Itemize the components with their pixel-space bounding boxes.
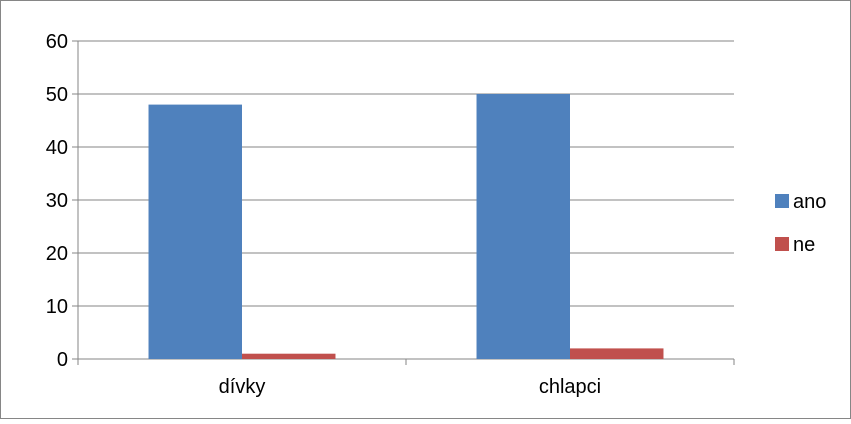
bars bbox=[148, 94, 664, 359]
bar-ano bbox=[476, 94, 570, 359]
legend-swatch-ne bbox=[775, 237, 789, 251]
legend-label-ano: ano bbox=[793, 191, 826, 213]
y-tick-label: 40 bbox=[46, 137, 68, 159]
bar-ano bbox=[148, 104, 242, 359]
y-tick-label: 50 bbox=[46, 84, 68, 106]
bar-ne bbox=[570, 348, 664, 359]
legend: ano ne bbox=[775, 191, 826, 256]
legend-swatch-ano bbox=[775, 194, 789, 208]
x-tick-label: chlapci bbox=[539, 376, 601, 398]
y-tick-label: 20 bbox=[46, 243, 68, 265]
legend-label-ne: ne bbox=[793, 234, 815, 256]
y-tick-label: 60 bbox=[46, 31, 68, 53]
y-tick-label: 30 bbox=[46, 190, 68, 212]
y-tick-label: 10 bbox=[46, 296, 68, 318]
bar-ne bbox=[242, 353, 336, 359]
axis-labels: 0 10 20 30 40 50 60 dívky chlapci bbox=[46, 31, 601, 398]
x-tick-label: dívky bbox=[219, 376, 266, 398]
y-tick-label: 0 bbox=[57, 349, 68, 371]
